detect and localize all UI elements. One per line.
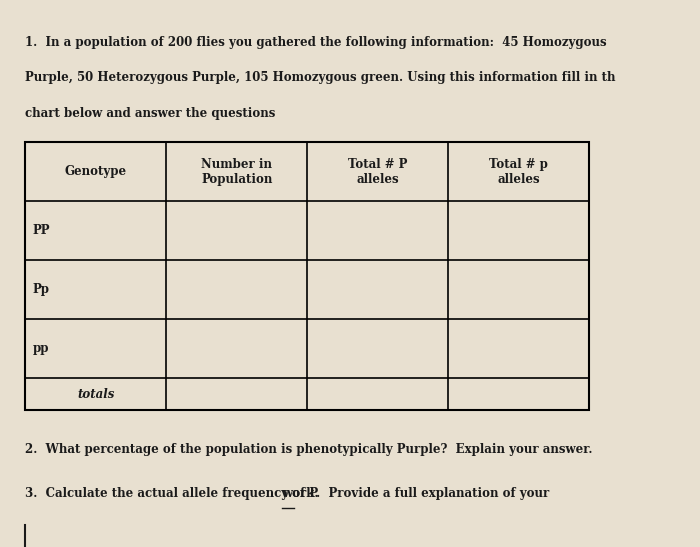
Text: Purple, 50 Heterozygous Purple, 105 Homozygous green. Using this information fil: Purple, 50 Heterozygous Purple, 105 Homo… xyxy=(25,71,616,84)
Text: Pp: Pp xyxy=(33,283,50,296)
Text: chart below and answer the questions: chart below and answer the questions xyxy=(25,107,276,120)
Text: pp: pp xyxy=(33,342,49,355)
Text: 3.  Calculate the actual allele frequency of P.  Provide a full explanation of y: 3. Calculate the actual allele frequency… xyxy=(25,487,554,500)
Text: 1.  In a population of 200 flies you gathered the following information:  45 Hom: 1. In a population of 200 flies you gath… xyxy=(25,36,607,49)
Text: Total # P
alleles: Total # P alleles xyxy=(348,158,407,185)
Text: Genotype: Genotype xyxy=(64,165,127,178)
Text: work.: work. xyxy=(282,487,318,500)
Text: totals: totals xyxy=(77,388,114,400)
Text: Total # p
alleles: Total # p alleles xyxy=(489,158,548,185)
Text: 2.  What percentage of the population is phenotypically Purple?  Explain your an: 2. What percentage of the population is … xyxy=(25,443,593,456)
Text: Number in
Population: Number in Population xyxy=(201,158,272,185)
Text: PP: PP xyxy=(33,224,50,237)
